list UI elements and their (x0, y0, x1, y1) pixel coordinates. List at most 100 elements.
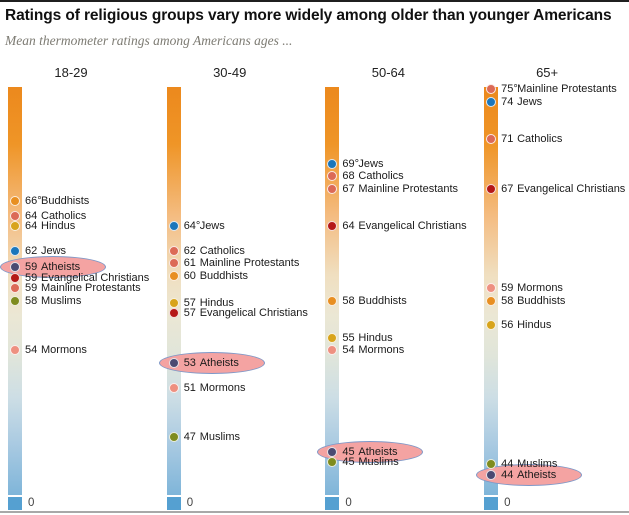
rating-value: 71 (501, 133, 514, 146)
rating-dot-muslims (327, 457, 338, 468)
age-group-header: 65+ (536, 65, 559, 80)
rating-group-name: Mainline Protestants (41, 282, 141, 295)
rating-dot-jews (10, 245, 20, 256)
rating-dot-mormons (327, 345, 338, 356)
rating-dot-atheists (168, 357, 179, 368)
atheists-highlight-ellipse (0, 256, 106, 279)
rating-group-name: Evangelical Christians (517, 182, 626, 195)
rating-dot-buddhists (486, 295, 497, 306)
rating-value: 51 (183, 381, 196, 394)
rating-dot-evangelical-christians (10, 272, 20, 283)
rating-value: 67 (342, 182, 355, 195)
rating-dot-mainline-protestants (486, 84, 497, 95)
rating-value: 69° (342, 158, 360, 170)
rating-value: 62 (183, 244, 196, 257)
rating-dot-mainline-protestants (168, 258, 179, 269)
rating-dot-hindus (327, 332, 338, 343)
atheists-highlight-ellipse (317, 440, 424, 463)
zero-tick-label: 0 (504, 497, 511, 509)
rating-group-name: Hindus (358, 331, 393, 344)
rating-dot-atheists (327, 446, 338, 457)
rating-value: 60 (183, 269, 196, 282)
rating-group-name: Muslims (358, 456, 399, 469)
zero-tick-label: 0 (345, 497, 352, 509)
rating-dot-muslims (10, 295, 20, 306)
rating-group-name: Catholics (199, 244, 245, 257)
rating-value: 45 (342, 445, 355, 458)
rating-group-name: Jews (358, 158, 384, 170)
rating-group-name: Muslims (517, 458, 558, 471)
rating-group-name: Atheists (358, 445, 398, 458)
rating-value: 59 (25, 271, 38, 284)
rating-group-name: Catholics (358, 170, 404, 183)
rating-dot-jews (327, 159, 338, 169)
rating-dot-mormons (10, 345, 20, 356)
rating-dot-evangelical-christians (168, 308, 179, 319)
thermometer-bar (166, 87, 181, 495)
rating-group-name: Muslims (199, 431, 241, 444)
zero-tick-label: 0 (28, 497, 35, 509)
age-group-header: 30-49 (213, 65, 247, 80)
rating-group-name: Hindus (517, 319, 552, 332)
atheists-highlight-ellipse (158, 351, 265, 374)
rating-dot-muslims (486, 459, 497, 470)
rating-dot-jews (486, 96, 497, 107)
rating-value: 45 (342, 456, 355, 469)
rating-dot-catholics (10, 210, 20, 221)
rating-value: 64 (25, 209, 38, 222)
rating-group-name: Atheists (199, 356, 239, 369)
rating-group-name: Mormons (199, 381, 246, 394)
thermometer-bulb (484, 497, 499, 510)
rating-group-name: Mainline Protestants (199, 257, 300, 270)
rating-group-name: Muslims (41, 294, 82, 307)
rating-value: 75° (501, 83, 518, 96)
rating-dot-buddhists (168, 270, 179, 281)
rating-group-name: Mormons (517, 282, 563, 295)
rating-group-name: Catholics (41, 209, 87, 222)
rating-group-name: Jews (199, 220, 225, 233)
rating-group-name: Hindus (41, 220, 76, 233)
rating-group-name: Mainline Protestants (517, 83, 617, 96)
rating-value: 64° (183, 220, 201, 233)
rating-dot-hindus (10, 221, 20, 232)
rating-value: 59 (25, 261, 38, 274)
rating-group-name: Buddhists (517, 294, 566, 307)
rating-dot-catholics (327, 171, 338, 182)
rating-dot-mormons (168, 382, 179, 393)
rating-group-name: Hindus (199, 296, 234, 309)
rating-value: 55 (342, 331, 355, 344)
rating-dot-atheists (10, 262, 20, 273)
rating-dot-mainline-protestants (327, 183, 338, 194)
rating-dot-mainline-protestants (10, 283, 20, 294)
rating-value: 53 (183, 356, 196, 369)
atheists-highlight-ellipse (476, 463, 583, 486)
rating-dot-evangelical-christians (327, 221, 338, 232)
rating-group-name: Mormons (41, 344, 87, 357)
rating-value: 67 (501, 182, 514, 195)
rating-value: 58 (25, 294, 38, 307)
rating-value: 62 (25, 244, 38, 257)
rating-group-name: Jews (41, 244, 67, 257)
rating-dot-buddhists (327, 295, 338, 306)
rating-value: 58 (342, 294, 355, 307)
rating-dot-jews (168, 221, 179, 232)
rating-value: 59 (501, 282, 514, 295)
rating-value: 57 (183, 307, 196, 320)
rating-dot-evangelical-christians (486, 183, 497, 194)
age-group-header: 50-64 (371, 65, 406, 80)
zero-tick-label: 0 (186, 497, 194, 509)
rating-value: 74 (501, 95, 514, 108)
rating-dot-mormons (486, 283, 497, 294)
rating-group-name: Buddhists (41, 195, 90, 208)
rating-group-name: Mormons (358, 344, 405, 357)
thermometer-bar (325, 87, 340, 495)
chart-subtitle: Mean thermometer ratings among Americans… (5, 33, 293, 48)
thermometer-bulb (166, 497, 181, 510)
rating-value: 54 (342, 344, 355, 357)
rating-value: 58 (501, 294, 514, 307)
rating-dot-hindus (168, 297, 179, 308)
rating-group-name: Atheists (517, 468, 557, 481)
rating-group-name: Evangelical Christians (41, 271, 150, 284)
